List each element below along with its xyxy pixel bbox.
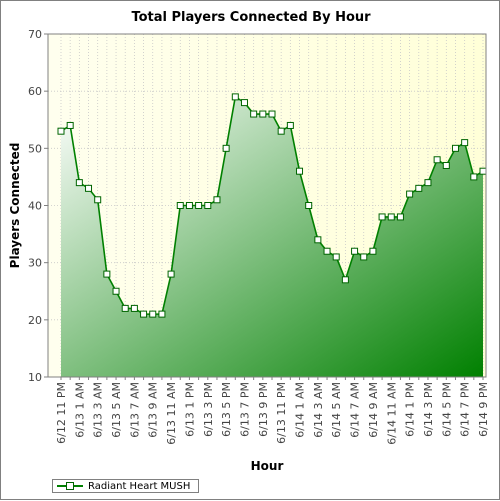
data-point <box>149 310 157 318</box>
data-point <box>240 99 248 107</box>
x-tick-label: 6/14 3 AM <box>312 382 325 438</box>
y-axis-label: Players Connected <box>8 143 22 269</box>
x-axis: 6/12 11 PM 6/13 1 AM 6/13 3 AM 6/13 5 AM 6/1… <box>55 377 490 445</box>
x-tick-label: 6/14 5 PM <box>440 382 453 437</box>
data-point <box>158 310 166 318</box>
x-tick-label: 6/13 11 AM <box>165 382 178 445</box>
data-point <box>378 213 386 221</box>
x-tick-label: 6/13 11 PM <box>275 382 288 444</box>
x-tick-label: 6/14 9 PM <box>477 382 490 437</box>
data-point <box>433 156 441 164</box>
data-point <box>94 196 102 204</box>
chart-title: Total Players Connected By Hour <box>131 10 371 25</box>
x-tick-label: 6/13 1 PM <box>183 382 196 437</box>
data-point <box>57 127 65 135</box>
data-point <box>479 167 487 175</box>
y-tick-label: 70 <box>28 28 42 41</box>
data-point <box>461 139 469 147</box>
data-point <box>286 121 294 129</box>
data-point <box>85 184 93 192</box>
x-tick-label: 6/13 7 PM <box>238 382 251 437</box>
data-point <box>451 144 459 152</box>
data-point <box>66 121 74 129</box>
series-points <box>57 93 487 318</box>
data-point <box>259 110 267 118</box>
data-point <box>268 110 276 118</box>
y-axis: 10 20 30 40 50 60 70 <box>28 28 48 384</box>
data-point <box>396 213 404 221</box>
x-axis-label: Hour <box>251 459 284 473</box>
data-point <box>231 93 239 101</box>
data-point <box>121 304 129 312</box>
data-point <box>75 179 83 187</box>
data-point <box>112 287 120 295</box>
x-tick-label: 6/12 11 PM <box>55 382 68 444</box>
x-tick-label: 6/13 7 AM <box>128 382 141 438</box>
y-tick-label: 20 <box>28 314 42 327</box>
series-area <box>61 96 483 377</box>
y-tick-label: 50 <box>28 142 42 155</box>
y-tick-label: 10 <box>28 371 42 384</box>
y-tick-label: 60 <box>28 85 42 98</box>
data-point <box>415 184 423 192</box>
x-tick-label: 6/14 11 AM <box>385 382 398 445</box>
y-tick-label: 40 <box>28 200 42 213</box>
data-point <box>442 161 450 169</box>
data-point <box>369 247 377 255</box>
x-tick-label: 6/14 7 PM <box>459 382 472 437</box>
data-point <box>140 310 148 318</box>
data-point <box>406 190 414 198</box>
x-tick-label: 6/14 3 PM <box>422 382 435 437</box>
x-tick-label: 6/14 9 AM <box>367 382 380 438</box>
data-point <box>470 173 478 181</box>
data-point <box>250 110 258 118</box>
x-tick-label: 6/13 5 AM <box>110 382 123 438</box>
data-point <box>314 236 322 244</box>
legend-label: Radiant Heart MUSH <box>88 480 191 492</box>
y-tick-label: 30 <box>28 257 42 270</box>
data-point <box>387 213 395 221</box>
data-point <box>222 144 230 152</box>
data-point <box>332 253 340 261</box>
data-point <box>323 247 331 255</box>
data-point <box>167 270 175 278</box>
x-tick-label: 6/13 9 PM <box>257 382 270 437</box>
data-point <box>277 127 285 135</box>
x-tick-label: 6/14 5 AM <box>330 382 343 438</box>
data-point <box>213 196 221 204</box>
data-point <box>305 202 313 209</box>
data-point <box>204 202 212 209</box>
x-tick-label: 6/13 9 AM <box>147 382 160 438</box>
data-point <box>176 202 184 209</box>
x-tick-label: 6/13 5 PM <box>220 382 233 437</box>
x-tick-label: 6/14 1 PM <box>404 382 417 437</box>
x-tick-label: 6/14 1 AM <box>294 382 307 438</box>
data-point <box>195 202 203 209</box>
x-tick-label: 6/13 3 PM <box>202 382 215 437</box>
data-point <box>360 253 368 261</box>
data-point <box>351 247 359 255</box>
data-point <box>103 270 111 278</box>
data-point <box>341 276 349 284</box>
x-tick-label: 6/14 7 AM <box>349 382 362 438</box>
x-tick-label: 6/13 1 AM <box>73 382 86 438</box>
data-point <box>424 179 432 187</box>
data-point <box>130 304 138 312</box>
x-tick-label: 6/13 3 AM <box>92 382 105 438</box>
data-point <box>296 167 304 175</box>
data-point <box>185 202 193 209</box>
legend-key-icon <box>57 481 83 491</box>
legend: Radiant Heart MUSH <box>52 479 200 493</box>
